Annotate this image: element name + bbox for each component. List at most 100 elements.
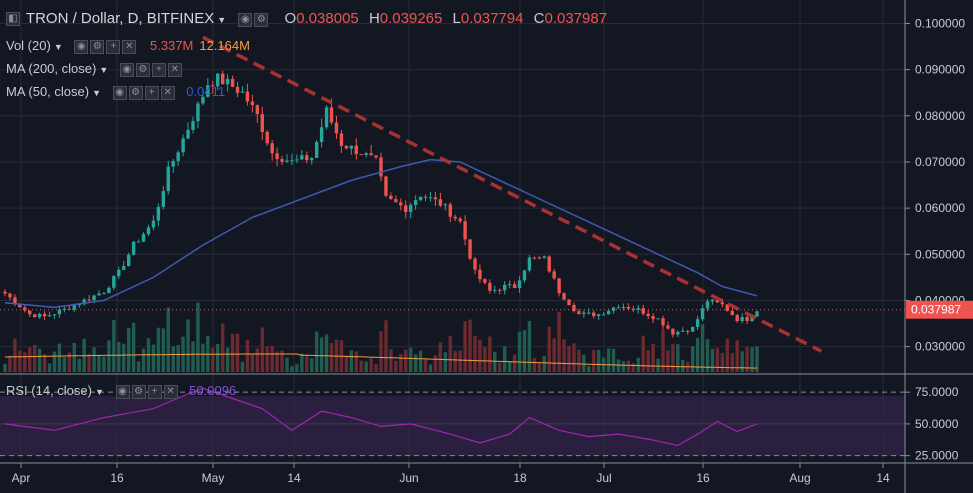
volume-bar: [72, 342, 76, 372]
volume-bar: [57, 343, 62, 372]
eye-icon[interactable]: ◉: [112, 86, 127, 101]
candle-body: [537, 257, 542, 259]
close-icon[interactable]: ✕: [167, 63, 182, 78]
rsi-label: RSI (14, close): [6, 383, 92, 398]
chevron-down-icon[interactable]: ▼: [53, 42, 63, 52]
eye-icon[interactable]: ◉: [74, 40, 89, 55]
candle-body: [582, 312, 586, 315]
volume-bar: [676, 344, 680, 372]
volume-bar: [136, 361, 141, 372]
chevron-down-icon[interactable]: ▼: [94, 387, 104, 397]
trendline[interactable]: [202, 35, 823, 353]
ma50-value: 0.0411: [186, 84, 226, 99]
gear-icon[interactable]: ⚙: [131, 385, 146, 400]
candle-body: [562, 293, 566, 300]
gear-icon[interactable]: ⚙: [254, 12, 269, 27]
volume-bar: [374, 363, 378, 372]
plus-icon[interactable]: +: [144, 86, 159, 101]
candle-body: [428, 197, 433, 199]
candle-body: [374, 155, 378, 158]
volume-bar: [552, 338, 556, 372]
volume-bar: [290, 366, 294, 372]
volume-bar: [13, 338, 17, 372]
volume-bar: [156, 327, 161, 372]
candle-body: [300, 155, 304, 160]
close-icon[interactable]: ✕: [160, 86, 175, 101]
eye-icon[interactable]: ◉: [238, 12, 253, 27]
volume-bar: [710, 348, 715, 372]
indicator-ma200[interactable]: MA (200, close) ▼ ◉ ⚙ + ✕: [6, 61, 184, 78]
candle-body: [275, 153, 279, 160]
chevron-down-icon[interactable]: ▼: [92, 88, 102, 98]
volume-bar: [755, 346, 759, 372]
candle-body: [592, 312, 596, 317]
volume-bar: [166, 307, 170, 372]
volume-bar: [67, 352, 72, 372]
symbol-title[interactable]: TRON / Dollar, D, BITFINEX: [25, 10, 215, 27]
gear-icon[interactable]: ⚙: [135, 63, 150, 78]
volume-bar: [582, 354, 586, 372]
plus-icon[interactable]: +: [106, 40, 121, 55]
candle-body: [725, 304, 730, 311]
candle-body: [112, 276, 116, 288]
candle-body: [681, 330, 685, 332]
indicator-ma50[interactable]: MA (50, close) ▼ ◉ ⚙ + ✕ 0.0411: [6, 84, 226, 101]
candle-body: [715, 299, 720, 303]
volume-bar: [107, 340, 111, 372]
volume-bar: [42, 354, 47, 372]
volume-bar: [463, 321, 467, 372]
volume-bar: [359, 360, 363, 372]
volume-bar: [740, 351, 744, 372]
eye-icon[interactable]: ◉: [119, 63, 134, 78]
candle-body: [92, 295, 96, 301]
eye-icon[interactable]: ◉: [115, 385, 130, 400]
volume-bar: [631, 363, 636, 372]
volume-bar: [52, 351, 57, 372]
vol-label: Vol (20): [6, 38, 51, 53]
rsi-tick-label: 50.0000: [915, 417, 959, 431]
volume-bar: [250, 353, 255, 372]
price-tick-label: 0.090000: [915, 63, 965, 77]
candle-body: [354, 145, 358, 155]
rsi-band: [0, 396, 905, 456]
indicator-rsi[interactable]: RSI (14, close) ▼ ◉ ⚙ + ✕ 50.0096: [6, 383, 236, 400]
candle-body: [483, 279, 487, 283]
candle-body: [498, 289, 502, 291]
volume-bar: [349, 350, 354, 372]
volume-bar: [300, 353, 304, 372]
candle-body: [527, 257, 532, 271]
volume-bar: [240, 361, 245, 372]
indicator-vol[interactable]: Vol (20) ▼ ◉ ⚙ + ✕ 5.337M 12.164M: [6, 38, 250, 55]
chevron-down-icon[interactable]: ▼: [217, 15, 227, 25]
plus-icon[interactable]: +: [151, 63, 166, 78]
candle-body: [547, 256, 551, 272]
volume-bar: [606, 348, 611, 372]
volume-bar: [211, 347, 215, 372]
gear-icon[interactable]: ⚙: [90, 40, 105, 55]
candle-body: [399, 202, 403, 206]
time-tick-label: 14: [876, 471, 890, 485]
candle-body: [151, 220, 156, 228]
volume-bar: [47, 363, 52, 372]
volume-bar: [260, 327, 264, 372]
candle-body: [161, 191, 166, 207]
volume-bar: [428, 364, 433, 372]
candle-body: [47, 315, 52, 317]
close-icon[interactable]: ✕: [122, 40, 137, 55]
candle-body: [216, 73, 220, 87]
gear-icon[interactable]: ⚙: [128, 86, 143, 101]
volume-bar: [87, 353, 91, 372]
volume-bar: [230, 333, 235, 372]
volume-bar: [577, 349, 581, 372]
candle-body: [37, 313, 42, 318]
close-icon[interactable]: ✕: [163, 385, 178, 400]
candle-body: [651, 316, 655, 320]
volume-bar: [235, 333, 240, 372]
volume-bar: [522, 330, 527, 372]
chevron-down-icon[interactable]: ▼: [99, 65, 109, 75]
volume-bar: [448, 336, 452, 372]
plus-icon[interactable]: +: [147, 385, 162, 400]
volume-bar: [245, 339, 250, 372]
volume-bar: [458, 350, 462, 372]
